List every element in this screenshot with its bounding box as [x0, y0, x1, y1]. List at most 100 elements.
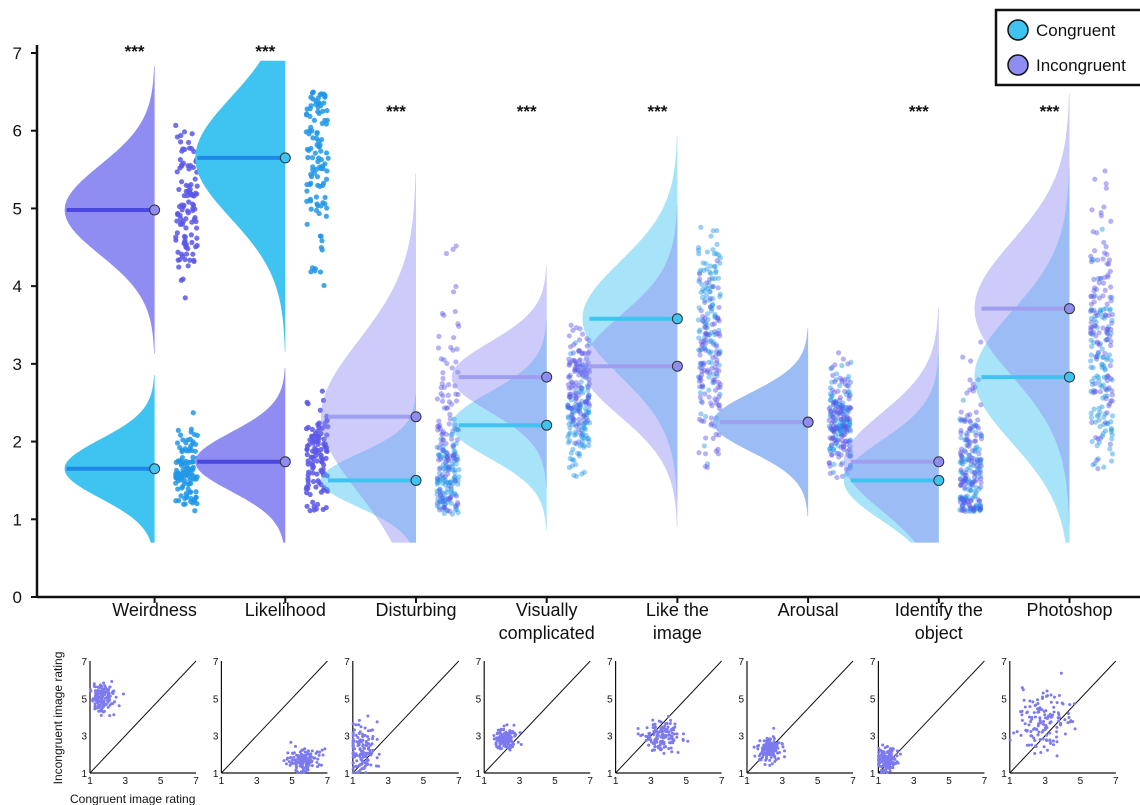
- incongruent-point: [586, 337, 592, 343]
- scatter-y-tick: 1: [81, 769, 87, 780]
- incongruent-point: [697, 375, 703, 381]
- congruent-point: [839, 460, 845, 466]
- incongruent-point: [186, 199, 192, 205]
- scatter-point: [351, 740, 355, 744]
- incongruent-point: [321, 436, 327, 442]
- congruent-point: [566, 464, 572, 471]
- scatter-x-tick: 7: [982, 776, 988, 787]
- incongruent-point: [839, 473, 846, 479]
- scatter-point: [885, 745, 889, 749]
- congruent-point: [717, 255, 723, 261]
- scatter-point: [769, 756, 773, 760]
- congruent-point: [586, 435, 592, 442]
- scatter-point: [500, 736, 504, 740]
- congruent-point: [307, 196, 313, 202]
- incongruent-point: [1105, 272, 1111, 278]
- congruent-point: [304, 221, 310, 227]
- congruent-point: [1094, 413, 1100, 419]
- congruent-point: [436, 452, 442, 458]
- incongruent-point: [443, 441, 449, 447]
- congruent-point: [703, 293, 709, 299]
- incongruent-point: [975, 496, 981, 503]
- incongruent-point: [324, 473, 330, 479]
- incongruent-point: [832, 400, 839, 406]
- incongruent-point: [839, 379, 845, 385]
- congruent-point: [971, 508, 977, 514]
- scatter-point: [781, 745, 785, 749]
- incongruent-point: [448, 483, 454, 489]
- congruent-point: [580, 425, 586, 431]
- incongruent-point: [1088, 308, 1094, 314]
- congruent-point: [838, 424, 844, 430]
- congruent-point: [437, 499, 443, 505]
- incongruent-mean-dot: [933, 456, 945, 468]
- incongruent-point: [1089, 207, 1095, 213]
- scatter-point: [357, 732, 361, 736]
- congruent-point: [967, 506, 973, 512]
- incongruent-point: [839, 408, 845, 414]
- congruent-point: [713, 415, 719, 421]
- scatter-point: [1022, 698, 1026, 702]
- incongruent-point: [441, 405, 448, 411]
- scatter-point: [306, 762, 310, 766]
- incongruent-point: [962, 418, 968, 425]
- congruent-point: [843, 404, 849, 410]
- incongruent-mean-dot: [279, 456, 291, 468]
- incongruent-point: [716, 330, 722, 336]
- scatter-point: [352, 728, 356, 732]
- scatter-point: [1055, 735, 1059, 739]
- incongruent-point: [585, 395, 592, 401]
- incongruent-point: [709, 420, 715, 427]
- congruent-point: [848, 464, 854, 470]
- congruent-point: [442, 477, 448, 483]
- incongruent-point: [831, 400, 837, 406]
- congruent-point: [827, 426, 834, 432]
- scatter-point: [282, 759, 286, 763]
- incongruent-point: [970, 385, 976, 391]
- congruent-point: [444, 499, 450, 505]
- scatter-y-tick: 5: [870, 694, 876, 705]
- incongruent-point: [958, 467, 964, 473]
- congruent-point: [845, 423, 851, 429]
- scatter-point: [898, 752, 902, 756]
- incongruent-point: [579, 350, 586, 356]
- congruent-point: [968, 455, 974, 461]
- incongruent-point: [583, 371, 590, 377]
- incongruent-point: [178, 132, 184, 139]
- incongruent-point: [1108, 326, 1114, 332]
- congruent-point: [571, 457, 577, 463]
- congruent-point: [847, 443, 853, 450]
- incongruent-point: [450, 347, 456, 353]
- congruent-point: [191, 431, 197, 438]
- congruent-point: [193, 489, 199, 495]
- scatter-x-tick: 1: [1007, 776, 1013, 787]
- incongruent-point: [966, 457, 973, 463]
- incongruent-point: [453, 243, 459, 249]
- congruent-point: [1090, 365, 1096, 371]
- scatter-point: [498, 741, 502, 745]
- scatter-x-tick: 3: [517, 776, 523, 787]
- incongruent-point: [1098, 213, 1105, 219]
- incongruent-point: [446, 464, 452, 470]
- incongruent-point: [708, 422, 714, 428]
- scatter-point: [1028, 705, 1032, 709]
- incongruent-point: [962, 477, 968, 483]
- incongruent-point: [706, 394, 712, 400]
- incongruent-point: [451, 334, 457, 341]
- incongruent-point: [309, 426, 315, 433]
- incongruent-point: [434, 475, 441, 481]
- congruent-point: [833, 437, 839, 443]
- incongruent-point: [454, 437, 461, 443]
- incongruent-point: [839, 402, 845, 408]
- incongruent-point: [441, 384, 447, 390]
- congruent-point: [962, 486, 968, 492]
- congruent-density: [321, 394, 416, 543]
- incongruent-point: [697, 352, 703, 358]
- scatter-point: [1042, 723, 1046, 727]
- congruent-point: [566, 374, 573, 380]
- scatter-point: [771, 750, 775, 754]
- incongruent-point: [961, 479, 967, 485]
- incongruent-point: [1104, 330, 1110, 336]
- incongruent-point: [1094, 340, 1101, 346]
